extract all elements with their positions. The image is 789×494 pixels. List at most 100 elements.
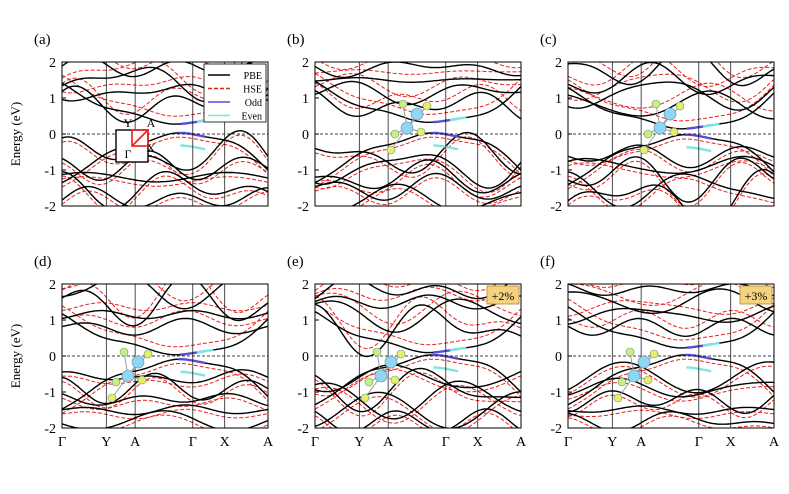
- hse-band-line: [568, 409, 774, 419]
- hse-band-line: [62, 134, 268, 175]
- strain-badge: [739, 285, 773, 305]
- pbe-band-line: [62, 317, 268, 336]
- hse-band-line: [568, 393, 774, 419]
- molecule-structure-icon: [386, 99, 432, 155]
- hse-band-line: [315, 368, 521, 397]
- pbe-band-line: [62, 372, 268, 405]
- y-tick-label: 2: [302, 278, 309, 293]
- legend-box: [203, 63, 267, 123]
- y-tick-label: 0: [302, 128, 309, 143]
- pbe-band-line: [315, 183, 521, 206]
- pbe-band-line: [568, 155, 774, 174]
- pbe-band-line: [315, 354, 521, 406]
- atom: [625, 347, 635, 357]
- pbe-band-line: [62, 309, 268, 320]
- hse-band-line: [315, 73, 521, 98]
- pbe-band-line: [568, 354, 774, 406]
- hse-band-line: [315, 384, 521, 424]
- hse-band-line: [62, 75, 268, 98]
- panel-label: (b): [287, 32, 305, 48]
- odd-band-highlight: [684, 353, 712, 360]
- hse-band-line: [315, 136, 521, 188]
- odd-band-highlight: [684, 133, 712, 140]
- panel-label: (d): [34, 254, 52, 270]
- hse-band-line: [62, 175, 268, 206]
- hse-band-line: [568, 415, 774, 428]
- pbe-band-line: [568, 62, 774, 87]
- pbe-band-line: [315, 153, 521, 189]
- hse-band-line: [62, 190, 268, 206]
- band-lines: [568, 62, 774, 206]
- pbe-band-line: [568, 317, 774, 338]
- bz-point-label: Y: [124, 116, 133, 130]
- pbe-band-line: [315, 367, 521, 413]
- atom: [637, 355, 651, 369]
- molecule-structure-icon: [639, 99, 685, 155]
- pbe-band-line: [568, 377, 774, 398]
- hse-band-line: [315, 136, 521, 179]
- atom: [119, 347, 129, 357]
- atom: [651, 99, 661, 109]
- hse-band-line: [315, 303, 521, 346]
- pbe-band-line: [315, 80, 521, 106]
- pbe-band-line: [315, 364, 521, 393]
- x-tick-label: Y: [607, 435, 617, 450]
- hse-band-line: [62, 408, 268, 420]
- x-tick-label: Y: [101, 435, 111, 450]
- legend-label: HSE: [243, 85, 262, 96]
- bz-path: [131, 129, 149, 147]
- hse-band-line: [62, 176, 268, 187]
- hse-band-line: [568, 358, 774, 410]
- atom: [653, 121, 667, 135]
- hse-band-line: [586, 284, 774, 289]
- atom: [422, 101, 432, 111]
- pbe-band-line: [62, 132, 268, 184]
- hse-band-line: [62, 154, 268, 186]
- x-tick-label: Y: [354, 435, 364, 450]
- pbe-band-line: [568, 87, 774, 130]
- pbe-band-line: [568, 156, 774, 203]
- pbe-band-line: [315, 80, 521, 123]
- pbe-band-line: [315, 89, 521, 120]
- x-tick-label: A: [516, 435, 527, 450]
- panel-label: (c): [540, 32, 557, 48]
- hse-band-line: [319, 62, 521, 71]
- x-tick-label: A: [263, 435, 274, 450]
- pbe-band-line: [62, 185, 268, 206]
- hse-band-line: [568, 297, 774, 317]
- pbe-band-line: [568, 388, 774, 415]
- atom: [663, 107, 677, 121]
- pbe-band-line: [315, 172, 521, 201]
- atom: [669, 127, 679, 137]
- y-tick-label: 0: [49, 350, 56, 365]
- atom: [643, 375, 653, 385]
- atom: [364, 377, 374, 387]
- pbe-band-line: [62, 171, 268, 183]
- pbe-band-line: [568, 411, 774, 428]
- hse-band-line: [62, 397, 268, 411]
- odd-band-highlight: [431, 131, 459, 138]
- hse-band-line: [62, 284, 268, 319]
- x-tick-label: A: [130, 435, 141, 450]
- atom: [627, 369, 641, 383]
- hse-band-line: [62, 136, 268, 188]
- x-tick-label: Γ: [311, 435, 319, 450]
- atom: [649, 349, 659, 359]
- pbe-band-line: [315, 298, 521, 333]
- atom: [390, 129, 400, 139]
- pbe-band-line: [62, 171, 268, 206]
- legend-label: Odd: [245, 98, 262, 109]
- x-tick-label: X: [473, 435, 483, 450]
- pbe-band-line: [315, 131, 521, 175]
- even-band-highlight: [702, 122, 720, 128]
- strain-badge: [486, 285, 520, 305]
- bz-path: [131, 129, 149, 147]
- atom: [416, 127, 426, 137]
- x-tick-label: X: [726, 435, 736, 450]
- hse-band-line: [597, 62, 774, 79]
- pbe-band-line: [315, 77, 521, 83]
- atom: [410, 107, 424, 121]
- y-tick-label: 1: [555, 92, 562, 107]
- pbe-band-line: [568, 81, 774, 111]
